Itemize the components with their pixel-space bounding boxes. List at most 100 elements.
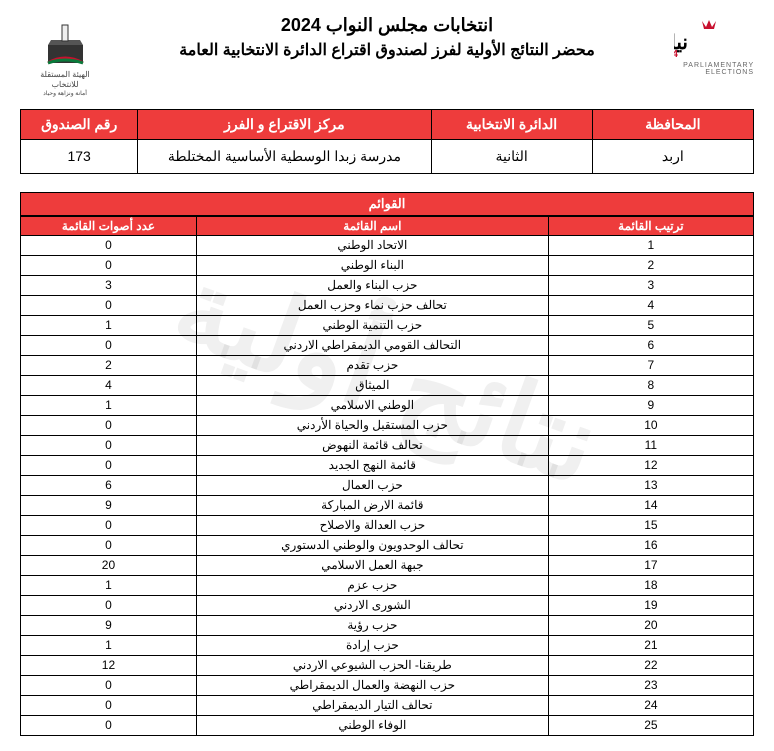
lists-header-row: ترتيب القائمة اسم القائمة عدد أصوات القا… [21, 216, 754, 235]
cell-order: 10 [548, 415, 753, 435]
election-logo-right: نيابية 2024 PARLIAMENTARY ELECTIONS [664, 15, 754, 76]
cell-list-name: الوفاء الوطني [196, 715, 548, 735]
cell-list-name: حزب العدالة والاصلاح [196, 515, 548, 535]
table-row: 14قائمة الارض المباركة9 [21, 495, 754, 515]
cell-list-name: حزب العمال [196, 475, 548, 495]
main-title: انتخابات مجلس النواب 2024 [110, 15, 664, 36]
cell-list-name: تحالف الوحدويون والوطني الدستوري [196, 535, 548, 555]
table-row: 19الشورى الاردني0 [21, 595, 754, 615]
logo-left-line1: الهيئة المستقلة [40, 70, 90, 80]
cell-list-name: قائمة النهج الجديد [196, 455, 548, 475]
cell-votes: 0 [21, 235, 197, 255]
cell-votes: 0 [21, 675, 197, 695]
table-row: 5حزب التنمية الوطني1 [21, 315, 754, 335]
cell-list-name: قائمة الارض المباركة [196, 495, 548, 515]
cell-votes: 9 [21, 615, 197, 635]
cell-order: 17 [548, 555, 753, 575]
cell-list-name: حزب إرادة [196, 635, 548, 655]
sub-title: محضر النتائج الأولية لفرز لصندوق اقتراع … [110, 40, 664, 60]
info-value-row: اربد الثانية مدرسة زبدا الوسطية الأساسية… [21, 139, 754, 173]
cell-order: 6 [548, 335, 753, 355]
table-row: 9الوطني الاسلامي1 [21, 395, 754, 415]
header-center: مركز الاقتراع و الفرز [138, 109, 431, 139]
cell-votes: 0 [21, 715, 197, 735]
table-row: 25الوفاء الوطني0 [21, 715, 754, 735]
header-district: الدائرة الانتخابية [431, 109, 592, 139]
table-row: 24تحالف التيار الديمقراطي0 [21, 695, 754, 715]
header-list-name: اسم القائمة [196, 216, 548, 235]
cell-list-name: حزب النهضة والعمال الديمقراطي [196, 675, 548, 695]
crown-logo-icon: نيابية 2024 [674, 15, 744, 60]
header-votes: عدد أصوات القائمة [21, 216, 197, 235]
iec-logo-left: الهيئة المستقلة للانتخاب أمانة ونزاهة وح… [20, 15, 110, 99]
cell-list-name: الشورى الاردني [196, 595, 548, 615]
logo-left-line3: أمانة ونزاهة وحياد [43, 91, 87, 99]
cell-list-name: تحالف حزب نماء وحزب العمل [196, 295, 548, 315]
cell-order: 8 [548, 375, 753, 395]
cell-order: 15 [548, 515, 753, 535]
cell-votes: 9 [21, 495, 197, 515]
cell-list-name: تحالف قائمة النهوض [196, 435, 548, 455]
cell-list-name: حزب تقدم [196, 355, 548, 375]
logo-right-caption: PARLIAMENTARY ELECTIONS [664, 62, 754, 76]
cell-list-name: الاتحاد الوطني [196, 235, 548, 255]
header-box: رقم الصندوق [21, 109, 138, 139]
value-governorate: اربد [592, 139, 753, 173]
cell-votes: 0 [21, 435, 197, 455]
table-row: 22طريقنا- الحزب الشيوعي الاردني12 [21, 655, 754, 675]
info-header-row: المحافظة الدائرة الانتخابية مركز الاقترا… [21, 109, 754, 139]
cell-votes: 4 [21, 375, 197, 395]
cell-votes: 0 [21, 295, 197, 315]
table-row: 4تحالف حزب نماء وحزب العمل0 [21, 295, 754, 315]
cell-order: 21 [548, 635, 753, 655]
cell-order: 11 [548, 435, 753, 455]
cell-votes: 0 [21, 535, 197, 555]
cell-list-name: حزب رؤية [196, 615, 548, 635]
cell-order: 7 [548, 355, 753, 375]
table-row: 2البناء الوطني0 [21, 255, 754, 275]
cell-order: 14 [548, 495, 753, 515]
cell-list-name: التحالف القومي الديمقراطي الاردني [196, 335, 548, 355]
cell-order: 22 [548, 655, 753, 675]
table-row: 21حزب إرادة1 [21, 635, 754, 655]
header-order: ترتيب القائمة [548, 216, 753, 235]
cell-order: 25 [548, 715, 753, 735]
table-row: 11تحالف قائمة النهوض0 [21, 435, 754, 455]
cell-votes: 0 [21, 595, 197, 615]
cell-votes: 1 [21, 575, 197, 595]
cell-votes: 0 [21, 695, 197, 715]
table-row: 10حزب المستقبل والحياة الأردني0 [21, 415, 754, 435]
cell-votes: 0 [21, 415, 197, 435]
cell-votes: 3 [21, 275, 197, 295]
value-center: مدرسة زبدا الوسطية الأساسية المختلطة [138, 139, 431, 173]
cell-list-name: الميثاق [196, 375, 548, 395]
table-row: 8الميثاق4 [21, 375, 754, 395]
table-row: 16تحالف الوحدويون والوطني الدستوري0 [21, 535, 754, 555]
cell-list-name: حزب البناء والعمل [196, 275, 548, 295]
cell-order: 2 [548, 255, 753, 275]
cell-votes: 12 [21, 655, 197, 675]
cell-list-name: الوطني الاسلامي [196, 395, 548, 415]
cell-votes: 0 [21, 515, 197, 535]
table-row: 13حزب العمال6 [21, 475, 754, 495]
logo-left-line2: للانتخاب [52, 80, 79, 90]
table-row: 12قائمة النهج الجديد0 [21, 455, 754, 475]
cell-list-name: طريقنا- الحزب الشيوعي الاردني [196, 655, 548, 675]
ballot-box-icon [38, 15, 93, 70]
cell-list-name: تحالف التيار الديمقراطي [196, 695, 548, 715]
cell-votes: 1 [21, 315, 197, 335]
cell-order: 3 [548, 275, 753, 295]
cell-order: 12 [548, 455, 753, 475]
table-row: 15حزب العدالة والاصلاح0 [21, 515, 754, 535]
cell-votes: 0 [21, 255, 197, 275]
header-governorate: المحافظة [592, 109, 753, 139]
table-row: 18حزب عزم1 [21, 575, 754, 595]
table-row: 7حزب تقدم2 [21, 355, 754, 375]
cell-order: 20 [548, 615, 753, 635]
value-district: الثانية [431, 139, 592, 173]
cell-list-name: البناء الوطني [196, 255, 548, 275]
cell-order: 4 [548, 295, 753, 315]
lists-table: ترتيب القائمة اسم القائمة عدد أصوات القا… [20, 216, 754, 736]
cell-list-name: حزب التنمية الوطني [196, 315, 548, 335]
cell-order: 23 [548, 675, 753, 695]
